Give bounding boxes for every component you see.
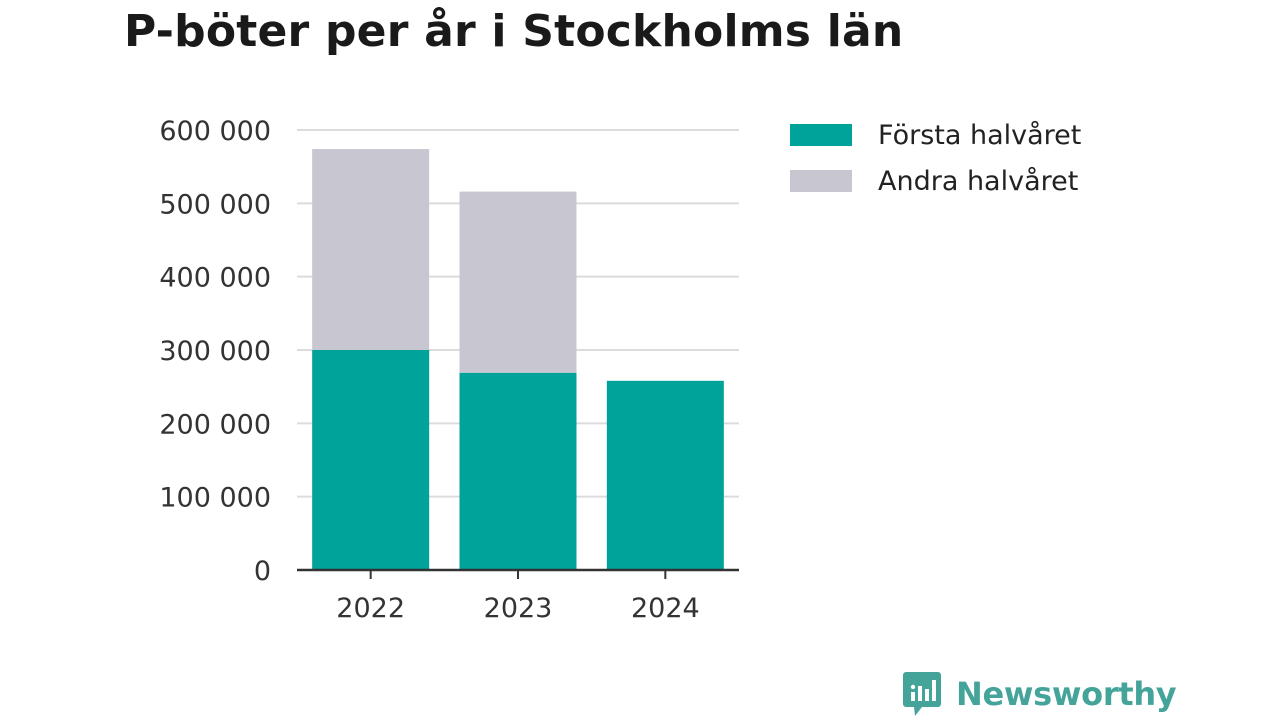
legend-label-second-half: Andra halvåret bbox=[878, 165, 1079, 197]
y-tick-label: 600 000 bbox=[159, 116, 271, 147]
brand-logo: Newsworthy bbox=[902, 670, 1177, 718]
y-tick-label: 500 000 bbox=[159, 189, 271, 220]
brand-name: Newsworthy bbox=[956, 675, 1177, 713]
x-tick-label: 2022 bbox=[336, 593, 405, 624]
legend: Första halvåret Andra halvåret bbox=[790, 112, 1081, 204]
x-tick-label: 2024 bbox=[631, 593, 700, 624]
y-tick-label: 400 000 bbox=[159, 263, 271, 294]
y-tick-label: 200 000 bbox=[159, 409, 271, 440]
x-tick-label: 2023 bbox=[484, 593, 553, 624]
bar-first-half bbox=[459, 372, 577, 570]
bar-chart-speech-bubble-icon bbox=[903, 672, 941, 716]
legend-label-first-half: Första halvåret bbox=[878, 119, 1082, 151]
bar-second-half bbox=[459, 191, 577, 373]
legend-swatch-second-half bbox=[790, 170, 852, 192]
legend-item-second-half: Andra halvåret bbox=[790, 158, 1081, 204]
bar-first-half bbox=[312, 350, 430, 570]
legend-item-first-half: Första halvåret bbox=[790, 112, 1081, 158]
chart-title: P-böter per år i Stockholms län bbox=[124, 6, 904, 57]
y-tick-label: 100 000 bbox=[159, 483, 271, 514]
legend-swatch-first-half bbox=[790, 124, 852, 146]
bar-first-half bbox=[606, 380, 724, 570]
y-tick-label: 0 bbox=[254, 556, 271, 587]
bar-second-half bbox=[312, 149, 430, 350]
y-tick-label: 300 000 bbox=[159, 336, 271, 367]
